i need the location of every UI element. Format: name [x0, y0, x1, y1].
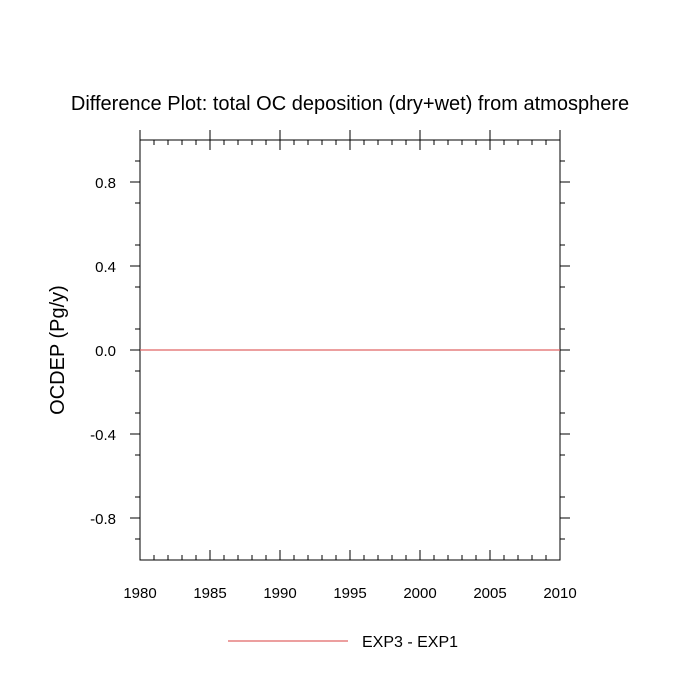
y-tick-label: 0.4	[95, 259, 116, 276]
y-tick-label: -0.8	[90, 511, 116, 528]
y-tick-label: 0.8	[95, 175, 116, 192]
x-tick-label: 2005	[473, 585, 506, 602]
y-tick-label: 0.0	[95, 343, 116, 360]
chart-title: Difference Plot: total OC deposition (dr…	[71, 93, 629, 115]
x-tick-labels: 1980 1985 1990 1995 2000 2005 2010	[123, 585, 576, 602]
x-tick-label: 2010	[543, 585, 576, 602]
x-tick-label: 1980	[123, 585, 156, 602]
y-tick-label: -0.4	[90, 427, 116, 444]
legend: EXP3 - EXP1	[228, 634, 458, 651]
legend-label: EXP3 - EXP1	[362, 634, 458, 651]
y-tick-labels: 0.8 0.4 0.0 -0.4 -0.8	[90, 175, 116, 528]
x-tick-label: 1995	[333, 585, 366, 602]
axis-ticks	[130, 130, 570, 560]
x-tick-label: 2000	[403, 585, 436, 602]
x-tick-label: 1990	[263, 585, 296, 602]
y-axis-label: OCDEP (Pg/y)	[47, 285, 69, 415]
x-tick-label: 1985	[193, 585, 226, 602]
